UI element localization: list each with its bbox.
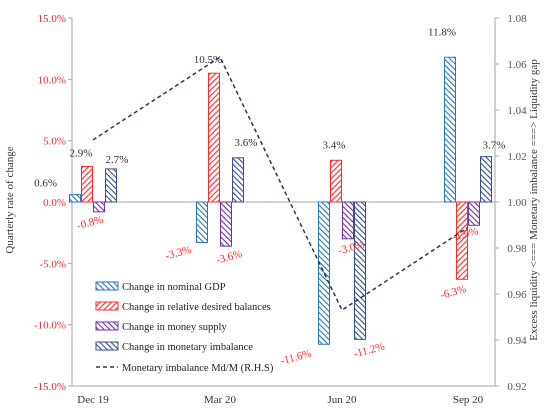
axes: 15.0% 10.0% 5.0% 0.0% -5.0% -10.0% -15.0% 1.08 1…: [4, 13, 540, 406]
bar-1-jun-20: [318, 201, 330, 345]
bar-4-sep-20: [480, 156, 492, 203]
data-label: -3.6%: [215, 248, 244, 266]
right-tick-label: 0.98: [507, 243, 527, 255]
bars: [69, 56, 492, 345]
right-tick-label: 1.00: [507, 197, 527, 209]
left-tick-label: 15.0%: [38, 13, 66, 25]
right-tick-label: 0.96: [507, 289, 527, 301]
left-tick-label: -5.0%: [39, 258, 66, 270]
data-label: 2.9%: [70, 147, 93, 159]
data-label: -11.6%: [279, 348, 313, 368]
x-tick-label: Dec 19: [77, 394, 109, 406]
bar-4-jun-20: [354, 201, 366, 340]
legend-label: Change in nominal GDP: [122, 282, 226, 293]
bar-3-sep-20: [468, 201, 480, 226]
legend: Change in nominal GDP Change in relative …: [95, 281, 274, 374]
data-labels: 0.6% -3.3% -11.6% 11.8% 2.9% 10.5% 3.4% -6.3% -0…: [34, 26, 505, 367]
bar-2-sep-20: [456, 201, 468, 280]
monetary-imbalance-line: [92, 56, 469, 312]
data-label: -0.8%: [76, 214, 105, 232]
bar-1-dec-19: [69, 194, 81, 203]
legend-swatch: [95, 281, 119, 291]
x-tick-label: Mar 20: [204, 394, 237, 406]
right-tick-label: 0.92: [507, 381, 526, 393]
left-tick-label: -15.0%: [34, 381, 66, 393]
y-axis-title-right: Excess liquidity <=== Monetary imbalance…: [528, 59, 540, 341]
left-tick-label: -10.0%: [34, 320, 66, 332]
legend-label: Monetary imbalance Md/M (R.H.S): [122, 363, 274, 374]
bar-4-dec-19: [105, 168, 117, 203]
bar-1-mar-20: [196, 201, 208, 243]
bar-3-dec-19: [93, 201, 105, 213]
bar-2-mar-20: [208, 72, 220, 203]
legend-swatch: [95, 301, 119, 311]
x-tick-label: Sep 20: [453, 394, 484, 406]
right-tick-label: 1.04: [507, 105, 527, 117]
bar-3-mar-20: [220, 201, 232, 247]
data-label: 10.5%: [194, 54, 222, 66]
legend-swatch: [95, 341, 119, 351]
legend-label: Change in money supply: [122, 322, 227, 333]
left-tick-label: 0.0%: [43, 197, 66, 209]
legend-label: Change in monetary imbalance: [122, 342, 253, 353]
legend-swatch: [95, 321, 119, 331]
right-tick-label: 1.06: [507, 59, 527, 71]
legend-label: Change in relative desired balances: [122, 302, 271, 313]
left-tick-label: 10.0%: [38, 74, 66, 86]
left-tick-label: 5.0%: [43, 136, 66, 148]
bar-2-dec-19: [81, 165, 93, 203]
bar-4-mar-20: [232, 157, 244, 203]
data-label: 2.7%: [106, 154, 129, 166]
right-tick-label: 1.08: [507, 13, 527, 25]
data-label: -11.2%: [352, 341, 386, 361]
right-tick-label: 1.02: [507, 151, 526, 163]
bar-3-jun-20: [342, 201, 354, 240]
data-label: -6.3%: [439, 283, 468, 301]
bar-1-sep-20: [444, 56, 456, 203]
bar-2-jun-20: [330, 159, 342, 203]
x-tick-label: Jun 20: [327, 394, 357, 406]
y-axis-title-left: Quarterly rate of change: [4, 146, 16, 253]
data-label: -3.3%: [164, 244, 193, 262]
data-label: 0.6%: [34, 178, 57, 190]
data-label: 3.4%: [323, 139, 346, 151]
data-label: 3.6%: [235, 137, 258, 149]
right-tick-label: 0.94: [507, 335, 527, 347]
data-label: 3.7%: [483, 140, 506, 152]
data-label: 11.8%: [428, 26, 456, 38]
line-series: [92, 56, 469, 312]
